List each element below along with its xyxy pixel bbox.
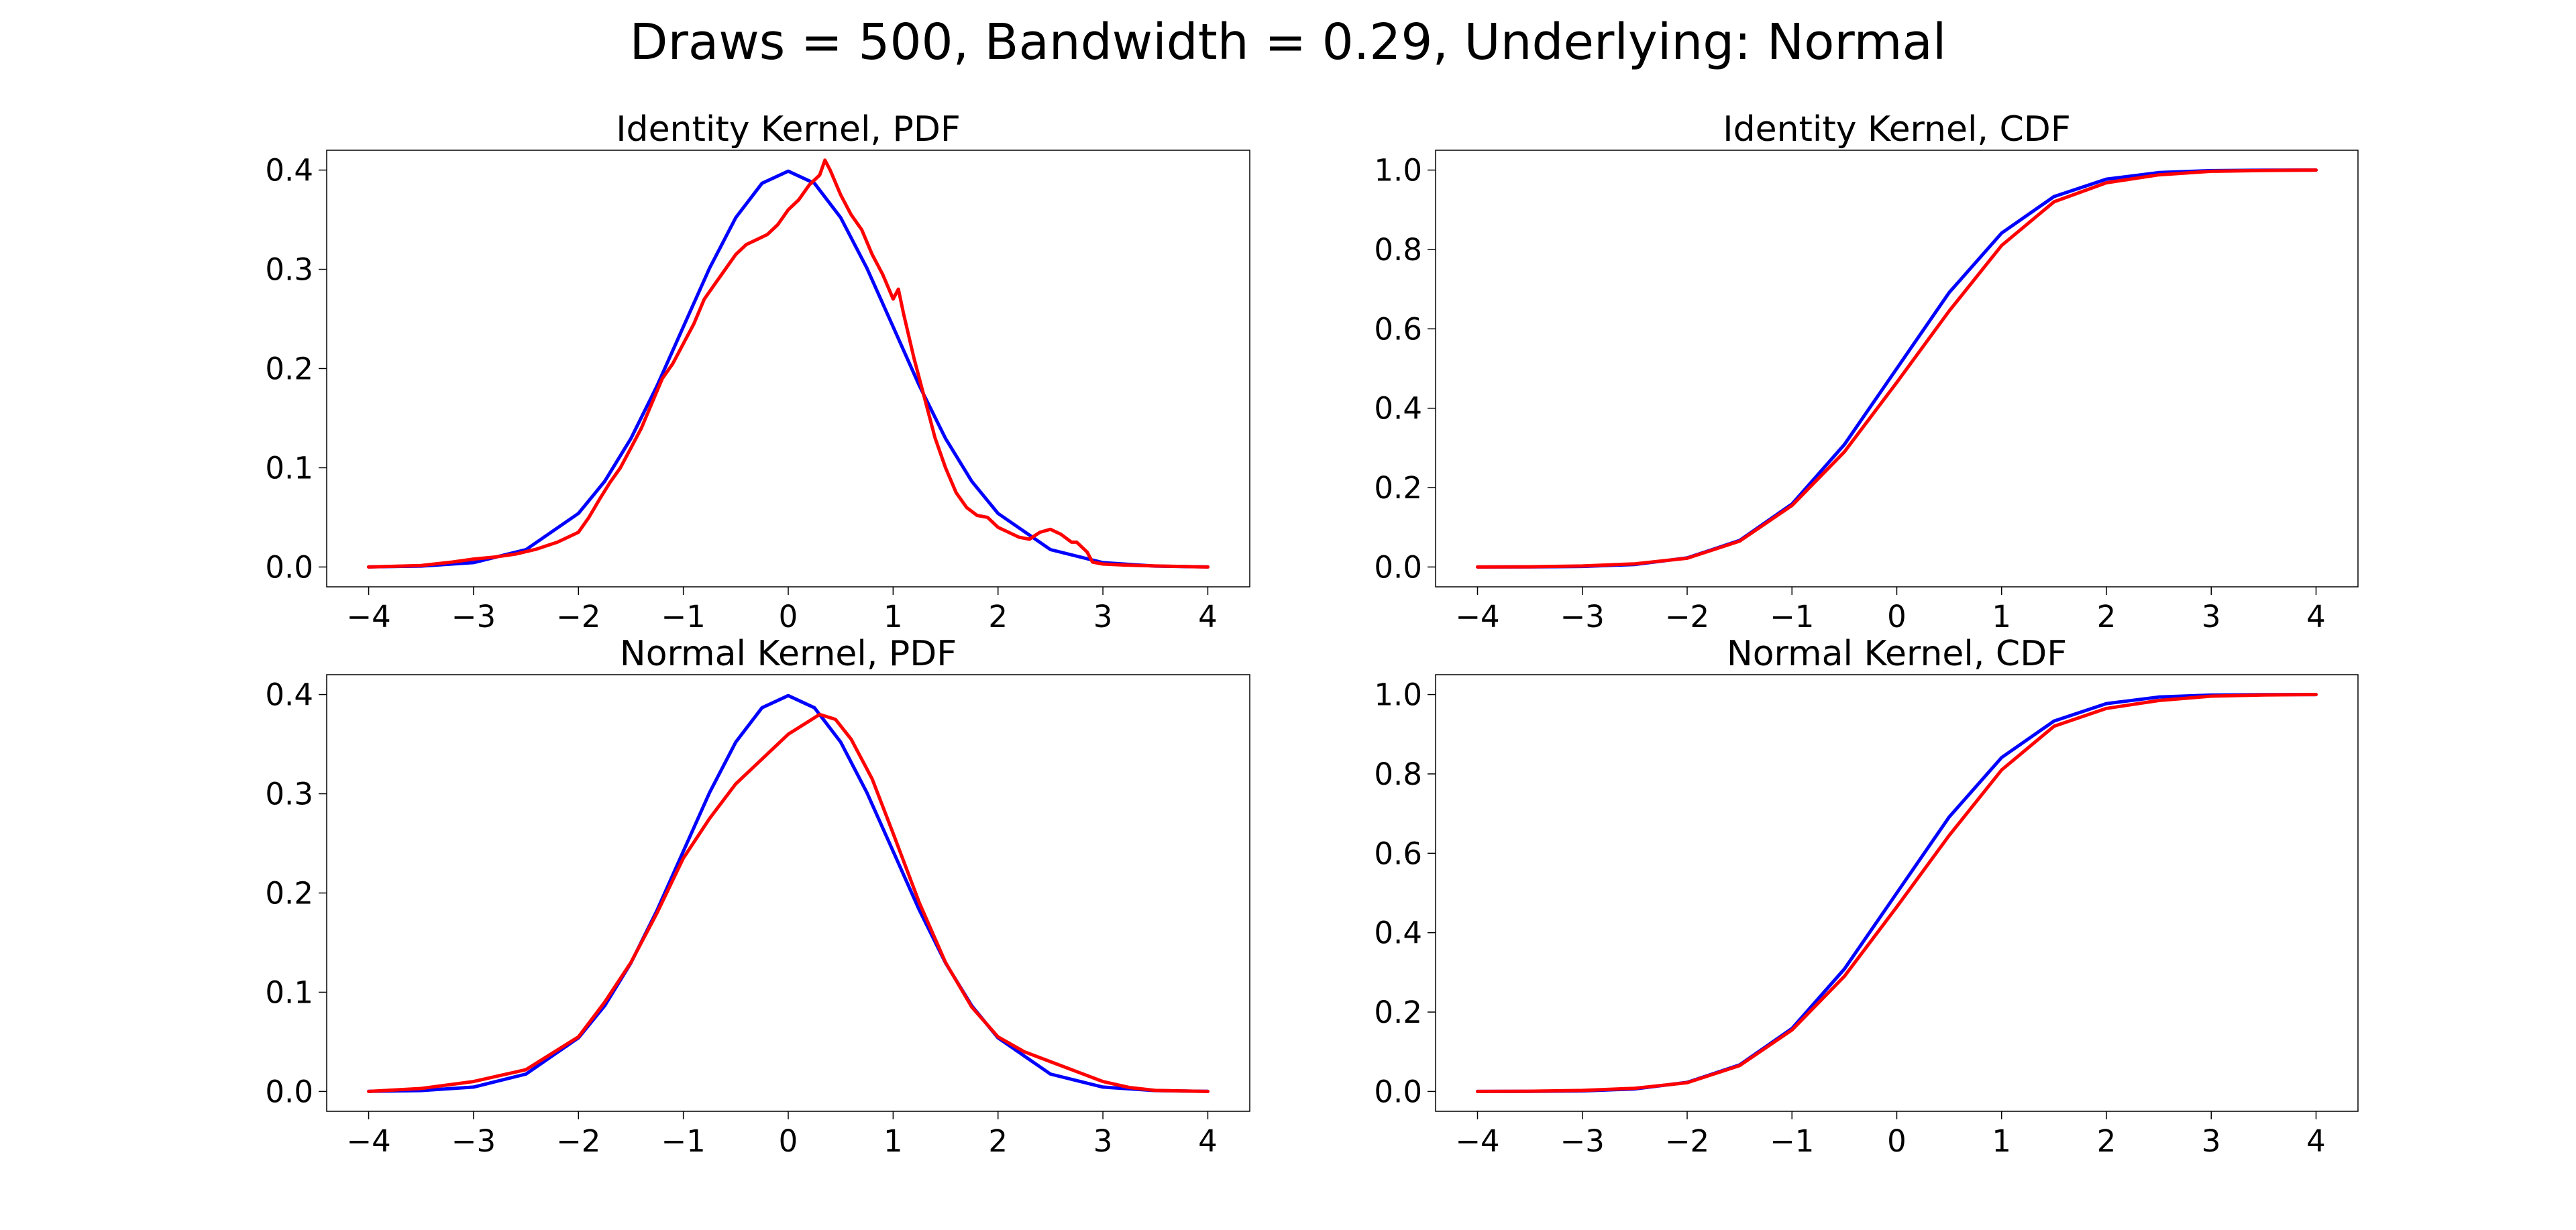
x-tick-label: −1	[661, 1123, 705, 1159]
y-tick-label: 0.0	[265, 1074, 313, 1109]
plot-frame	[326, 150, 1250, 588]
y-tick-label: 0.4	[265, 153, 313, 188]
estimate-line	[1476, 168, 2318, 569]
x-tick-label: −2	[556, 599, 600, 634]
estimate-line	[1476, 693, 2318, 1093]
x-tick-label: 4	[2306, 599, 2326, 634]
x-tick-label: −2	[1665, 599, 1709, 634]
y-tick-label: 0.2	[265, 876, 313, 911]
x-tick-label: −4	[346, 1123, 390, 1159]
x-tick-label: 2	[2097, 1123, 2116, 1159]
estimate-line	[367, 712, 1210, 1093]
x-tick-label: −3	[1560, 1123, 1605, 1159]
true-density-line	[367, 169, 1210, 569]
plot-frame	[326, 674, 1250, 1112]
subplot-4: Normal Kernel, CDF −4 −3 −2 −1 0 1 2 3 4 0.0 0.2 0.4…	[1374, 634, 2359, 1159]
y-tick-label: 0.1	[265, 450, 313, 486]
x-tick-label: 1	[1992, 599, 2011, 634]
x-tick-label: 4	[1198, 1123, 1218, 1159]
x-tick-label: −3	[1560, 599, 1605, 634]
subplot-title: Identity Kernel, CDF	[1723, 109, 2071, 150]
x-tick-label: 2	[988, 1123, 1008, 1159]
x-tick-label: 1	[883, 599, 903, 634]
x-tick-label: −4	[346, 599, 390, 634]
y-tick-label: 0.4	[1374, 915, 1422, 951]
estimate-line	[367, 158, 1210, 569]
subplot-3: Normal Kernel, PDF −4 −3 −2 −1 0 1 2 3 4 0.0 0.1 0.2…	[265, 634, 1250, 1159]
x-tick-label: −4	[1455, 599, 1499, 634]
y-tick-label: 1.0	[1374, 153, 1422, 188]
x-tick-label: 2	[2097, 599, 2116, 634]
x-tick-label: −2	[556, 1123, 600, 1159]
x-tick-label: 3	[2202, 1123, 2221, 1159]
y-tick-label: 0.2	[265, 351, 313, 387]
y-tick-label: 1.0	[1374, 677, 1422, 713]
x-tick-label: 3	[1093, 1123, 1113, 1159]
true-density-line	[1476, 168, 2318, 569]
x-tick-label: −1	[1770, 1123, 1814, 1159]
x-tick-label: 0	[779, 599, 798, 634]
x-tick-label: −4	[1455, 1123, 1499, 1159]
subplot-title: Normal Kernel, PDF	[620, 634, 957, 674]
y-tick-label: 0.6	[1374, 836, 1422, 871]
y-tick-label: 0.4	[265, 677, 313, 713]
true-density-line	[1476, 693, 2318, 1093]
y-tick-label: 0.2	[1374, 470, 1422, 506]
y-tick-label: 0.3	[265, 777, 313, 812]
true-density-line	[367, 693, 1210, 1093]
subplot-2: Identity Kernel, CDF −4 −3 −2 −1 0 1 2 3 4 0.0 0.2 0…	[1374, 109, 2359, 634]
subplot-title: Identity Kernel, PDF	[616, 109, 961, 150]
x-tick-label: 4	[2306, 1123, 2326, 1159]
x-tick-label: −1	[1770, 599, 1814, 634]
subplot-1: Identity Kernel, PDF −4 −3 −2 −1 0 1 2 3 4 0.0 0.1 0…	[265, 109, 1250, 634]
subplot-title: Normal Kernel, CDF	[1727, 634, 2067, 674]
y-tick-label: 0.8	[1374, 232, 1422, 268]
y-tick-label: 0.2	[1374, 995, 1422, 1030]
x-tick-label: 1	[883, 1123, 903, 1159]
x-tick-label: 3	[2202, 599, 2221, 634]
figure-title: Draws = 500, Bandwidth = 0.29, Underlyin…	[630, 13, 1947, 71]
y-tick-label: 0.0	[1374, 1074, 1422, 1109]
y-tick-label: 0.0	[265, 549, 313, 585]
x-tick-label: −1	[661, 599, 705, 634]
x-tick-label: 0	[779, 1123, 798, 1159]
y-tick-label: 0.4	[1374, 391, 1422, 427]
x-tick-label: 2	[988, 599, 1008, 634]
y-tick-label: 0.1	[265, 974, 313, 1010]
x-tick-label: −3	[451, 599, 496, 634]
y-tick-label: 0.3	[265, 252, 313, 288]
subplot-grid: Identity Kernel, PDF −4 −3 −2 −1 0 1 2 3 4 0.0 0.1 0…	[265, 109, 2359, 1159]
y-tick-label: 0.0	[1374, 549, 1422, 585]
x-tick-label: 3	[1093, 599, 1113, 634]
y-tick-label: 0.6	[1374, 311, 1422, 347]
x-tick-label: 1	[1992, 1123, 2011, 1159]
x-tick-label: 0	[1887, 1123, 1907, 1159]
x-tick-label: −3	[451, 1123, 496, 1159]
y-tick-label: 0.8	[1374, 757, 1422, 792]
x-tick-label: −2	[1665, 1123, 1709, 1159]
x-tick-label: 4	[1198, 599, 1218, 634]
x-tick-label: 0	[1887, 599, 1907, 634]
